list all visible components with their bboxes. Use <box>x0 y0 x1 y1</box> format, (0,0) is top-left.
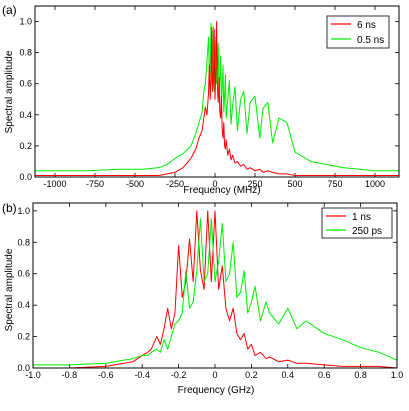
panel-b-xtick-label: -1.0 <box>25 370 41 380</box>
panel-b-ticks: -1.0 -0.8 -0.6 -0.4 -0.2 0 0.2 0.4 0.6 0.8 1.0 0.0 0… <box>17 203 403 380</box>
panel-b-xtick-label: -0.8 <box>62 370 78 380</box>
panel-b-xtick-label: 0.2 <box>245 370 258 380</box>
panel-b-ytick-label: 1.0 <box>17 206 30 216</box>
panel-a-series-1-line <box>35 21 399 176</box>
panel-b-ylabel: Spectral amplitude <box>4 248 15 331</box>
panel-b-xlabel: Frequency (GHz) <box>178 385 255 396</box>
panel-a-ytick-label: 1.0 <box>19 17 32 27</box>
panel-a-label: (a) <box>2 3 17 17</box>
panel-b-xtick-label: -0.2 <box>171 370 187 380</box>
panel-b-lines <box>33 210 398 369</box>
panel-b-legend-label-1: 1 ns <box>352 212 371 223</box>
panel-b-legend-label-2: 250 ps <box>352 226 382 237</box>
panel-b-ytick-label: 0.8 <box>17 237 30 247</box>
panel-a-series-2-line <box>35 22 399 172</box>
panel-b-xtick-label: 0.8 <box>354 370 367 380</box>
panel-b-legend: 1 ns 250 ps <box>321 207 393 239</box>
panel-b-xtick-label: 0.4 <box>282 370 295 380</box>
panel-a-frame <box>34 5 400 178</box>
panel-a-legend: 6 ns 0.5 ns <box>326 15 390 49</box>
panel-b: (b) Spectral amplitude Frequency (GHz) -… <box>2 201 403 396</box>
panel-b-ytick-label: 0.4 <box>17 300 30 310</box>
panel-a-xtick-label: -500 <box>126 179 144 189</box>
panel-a-xlabel: Frequency (MHz) <box>183 185 260 196</box>
panel-a-ylabel: Spectral amplitude <box>4 50 15 133</box>
panel-a-lines <box>35 21 399 176</box>
panel-a-legend-label-1: 6 ns <box>357 20 376 31</box>
panel-a-xtick-label: -250 <box>166 179 184 189</box>
panel-a-ytick-label: 0.6 <box>19 79 32 89</box>
panel-a-xtick-label: 250 <box>247 179 262 189</box>
panel-a-xtick-label: 500 <box>287 179 302 189</box>
panel-a-xtick-label: 0 <box>212 179 217 189</box>
panel-b-xtick-label: 0.6 <box>318 370 331 380</box>
panel-a-xtick-label: -1000 <box>43 179 66 189</box>
panel-a-ytick-label: 0.8 <box>19 48 32 58</box>
panel-a-ytick-label: 0.4 <box>19 110 32 120</box>
panel-b-ytick-label: 0.2 <box>17 332 30 342</box>
panel-b-xtick-label: -0.6 <box>98 370 114 380</box>
panel-b-xtick-label: -0.4 <box>134 370 150 380</box>
panel-a-xtick-label: 750 <box>327 179 342 189</box>
panel-a-legend-label-2: 0.5 ns <box>357 35 384 46</box>
panel-b-ytick-label: 0.6 <box>17 269 30 279</box>
panel-b-label: (b) <box>2 201 17 215</box>
panel-b-series-2-line <box>33 218 398 366</box>
panel-a-ytick-label: 0.2 <box>19 141 32 151</box>
panel-b-xtick-label: 1.0 <box>391 370 404 380</box>
panel-a-xtick-label: 1000 <box>365 179 385 189</box>
panel-b-legend-box <box>321 207 393 239</box>
panel-a-xtick-label: -750 <box>86 179 104 189</box>
panel-b-ytick-label: 0.0 <box>17 363 30 373</box>
panel-a-ytick-label: 0.0 <box>19 172 32 182</box>
panel-b-frame <box>32 202 398 369</box>
panel-a: (a) Spectral amplitude Frequency (MHz) -… <box>2 3 400 196</box>
panel-a-legend-box <box>326 15 390 49</box>
panel-b-xtick-label: 0 <box>212 370 217 380</box>
